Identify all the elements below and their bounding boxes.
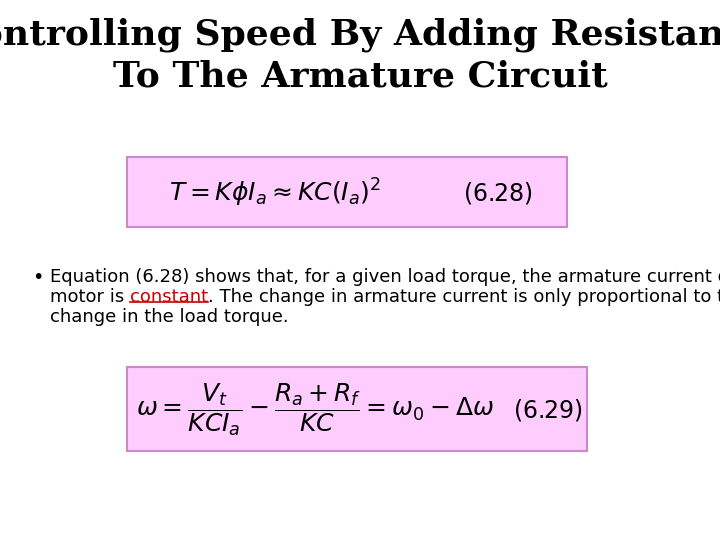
- Text: Controlling Speed By Adding Resistance
To The Armature Circuit: Controlling Speed By Adding Resistance T…: [0, 18, 720, 93]
- FancyBboxPatch shape: [127, 157, 567, 227]
- Text: constant: constant: [130, 288, 208, 306]
- Text: Equation (6.28) shows that, for a given load torque, the armature current of the: Equation (6.28) shows that, for a given …: [50, 268, 720, 286]
- Text: $(6.28)$: $(6.28)$: [463, 180, 533, 206]
- Text: $\omega = \dfrac{V_t}{KCI_a} - \dfrac{R_a + R_f}{KC} = \omega_0 - \Delta\omega$: $\omega = \dfrac{V_t}{KCI_a} - \dfrac{R_…: [136, 382, 494, 438]
- Text: $(6.29)$: $(6.29)$: [513, 397, 582, 423]
- Text: •: •: [32, 268, 44, 287]
- Text: motor is: motor is: [50, 288, 130, 306]
- Text: constant: constant: [130, 288, 208, 306]
- Text: . The change in armature current is only proportional to the: . The change in armature current is only…: [208, 288, 720, 306]
- Text: $T = K\phi I_a \approx KC(I_a)^2$: $T = K\phi I_a \approx KC(I_a)^2$: [169, 177, 381, 209]
- Text: change in the load torque.: change in the load torque.: [50, 308, 289, 326]
- Text: motor is: motor is: [50, 288, 130, 306]
- FancyBboxPatch shape: [127, 367, 587, 451]
